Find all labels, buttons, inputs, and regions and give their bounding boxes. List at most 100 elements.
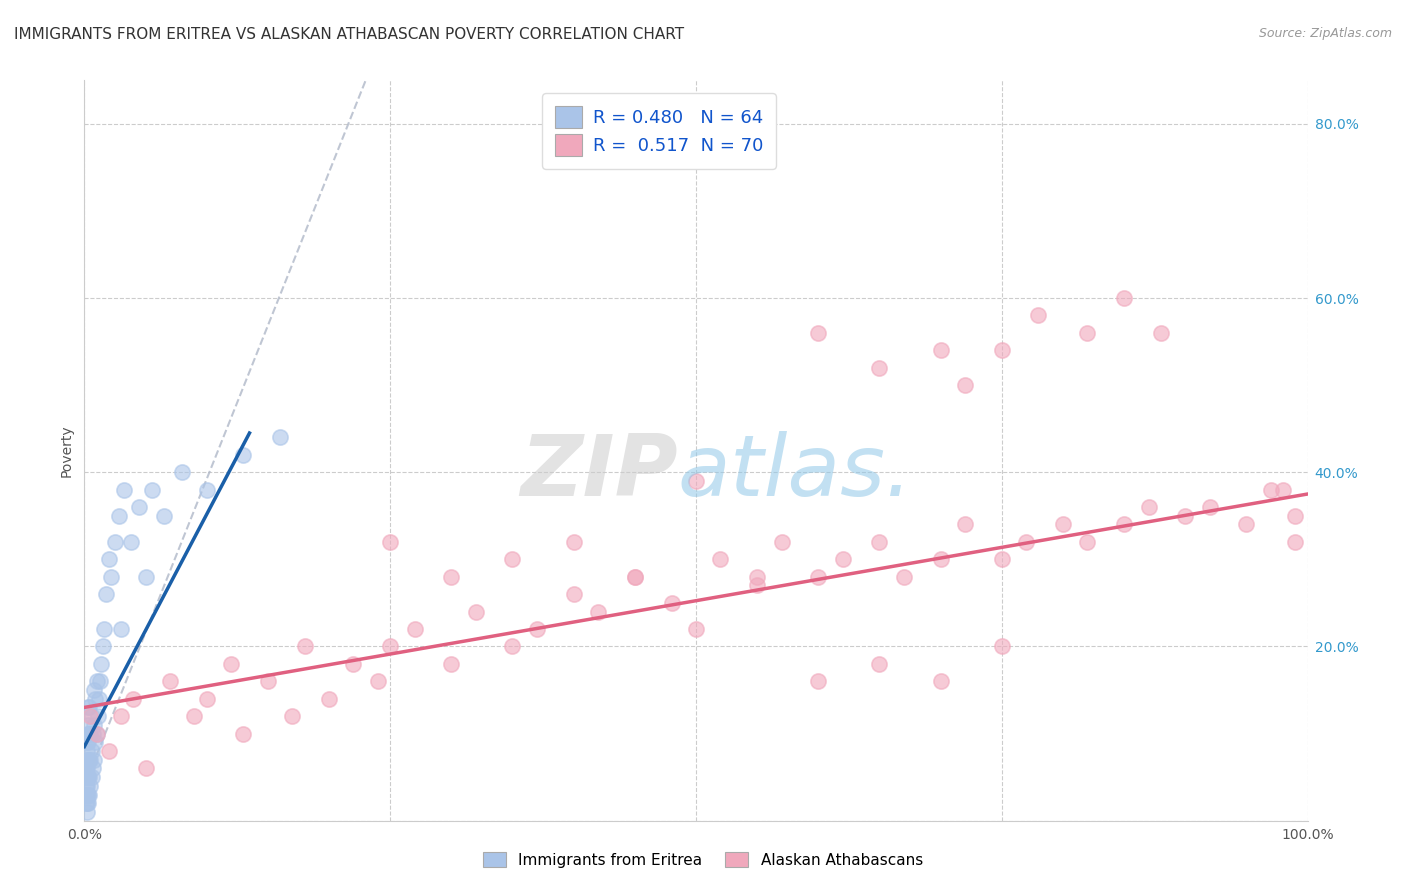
Point [342,657,364,671]
Point [269,430,291,444]
Point [77,726,100,740]
Point [709,552,731,566]
Point [77,753,100,767]
Point [953,378,976,392]
Point [76,779,98,793]
Point [1076,326,1098,340]
Point [86,674,108,689]
Point [86,726,108,740]
Point [502,552,524,566]
Point [90,657,112,671]
Point [76,744,98,758]
Point [991,640,1014,654]
Point [807,570,830,584]
Point [869,360,891,375]
Point [893,570,915,584]
Point [76,753,98,767]
Point [1260,483,1282,497]
Point [83,683,105,698]
Point [76,735,98,749]
Point [128,500,150,514]
Point [104,535,127,549]
Text: atlas.: atlas. [678,431,912,514]
Point [562,535,585,549]
Point [183,709,205,723]
Point [79,753,101,767]
Point [1137,500,1160,514]
Point [84,691,107,706]
Point [77,788,100,802]
Point [77,718,100,732]
Point [76,761,98,775]
Point [1284,508,1306,523]
Point [869,657,891,671]
Point [1052,517,1074,532]
Point [77,770,100,784]
Point [685,474,707,488]
Point [93,622,115,636]
Point [75,770,97,784]
Point [77,753,100,767]
Point [112,483,135,497]
Point [83,718,105,732]
Point [1174,508,1197,523]
Point [929,552,952,566]
Point [77,770,100,784]
Point [991,343,1014,358]
Point [172,465,194,479]
Point [1114,291,1136,305]
Point [79,726,101,740]
Point [232,726,254,740]
Point [404,622,426,636]
Legend: Immigrants from Eritrea, Alaskan Athabascans: Immigrants from Eritrea, Alaskan Athabas… [475,844,931,875]
Point [83,753,105,767]
Point [80,709,103,723]
Point [195,483,218,497]
Point [77,788,100,802]
Point [77,796,100,810]
Point [953,517,976,532]
Point [77,735,100,749]
Point [120,535,142,549]
Y-axis label: Poverty: Poverty [59,425,73,476]
Point [624,570,647,584]
Point [100,570,122,584]
Point [770,535,793,549]
Point [1198,500,1220,514]
Point [84,735,107,749]
Point [141,483,163,497]
Point [195,691,218,706]
Point [80,770,103,784]
Point [79,779,101,793]
Point [110,709,132,723]
Point [75,779,97,793]
Point [153,508,176,523]
Point [1015,535,1038,549]
Point [1150,326,1173,340]
Point [96,587,118,601]
Point [502,640,524,654]
Point [1236,517,1258,532]
Point [440,570,463,584]
Point [87,709,110,723]
Point [440,657,463,671]
Point [159,674,181,689]
Point [281,709,304,723]
Point [380,535,402,549]
Point [75,788,97,802]
Point [232,448,254,462]
Point [1076,535,1098,549]
Point [464,605,486,619]
Point [807,326,830,340]
Point [82,761,104,775]
Point [318,691,340,706]
Point [1028,309,1050,323]
Point [831,552,853,566]
Point [87,691,110,706]
Point [929,674,952,689]
Point [107,508,129,523]
Point [135,761,157,775]
Point [76,770,98,784]
Text: Source: ZipAtlas.com: Source: ZipAtlas.com [1258,27,1392,40]
Point [624,570,647,584]
